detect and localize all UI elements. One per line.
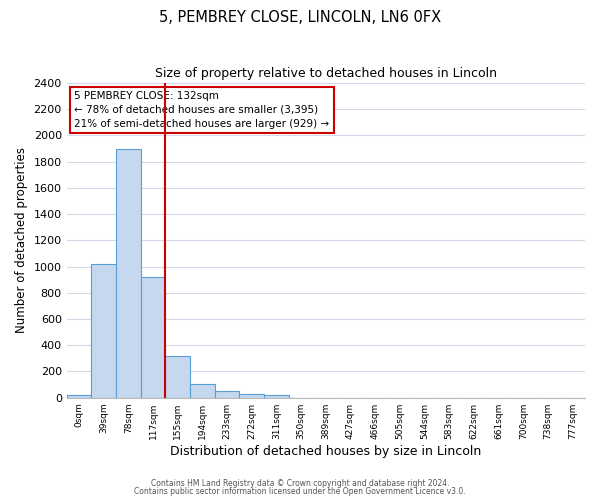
Text: 5 PEMBREY CLOSE: 132sqm
← 78% of detached houses are smaller (3,395)
21% of semi: 5 PEMBREY CLOSE: 132sqm ← 78% of detache… bbox=[74, 91, 329, 129]
Bar bbox=[239, 394, 264, 398]
Bar bbox=[67, 395, 91, 398]
Bar bbox=[166, 356, 190, 398]
Bar bbox=[190, 384, 215, 398]
Text: Contains public sector information licensed under the Open Government Licence v3: Contains public sector information licen… bbox=[134, 487, 466, 496]
Text: Contains HM Land Registry data © Crown copyright and database right 2024.: Contains HM Land Registry data © Crown c… bbox=[151, 478, 449, 488]
Bar bbox=[91, 264, 116, 398]
X-axis label: Distribution of detached houses by size in Lincoln: Distribution of detached houses by size … bbox=[170, 444, 481, 458]
Bar bbox=[264, 395, 289, 398]
Text: 5, PEMBREY CLOSE, LINCOLN, LN6 0FX: 5, PEMBREY CLOSE, LINCOLN, LN6 0FX bbox=[159, 10, 441, 25]
Y-axis label: Number of detached properties: Number of detached properties bbox=[15, 148, 28, 334]
Title: Size of property relative to detached houses in Lincoln: Size of property relative to detached ho… bbox=[155, 68, 497, 80]
Bar bbox=[116, 148, 141, 398]
Bar bbox=[215, 391, 239, 398]
Bar bbox=[141, 277, 166, 398]
